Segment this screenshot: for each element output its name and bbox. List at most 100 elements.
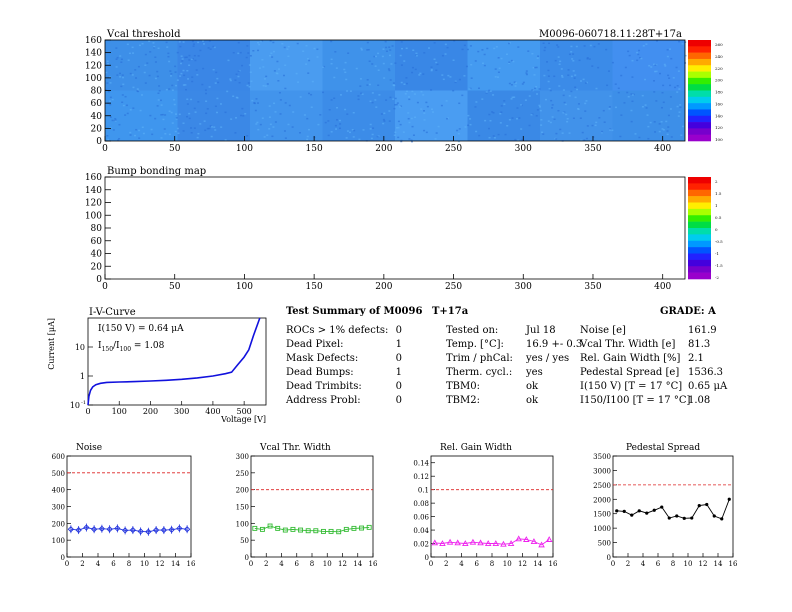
- heatmap-pixel: [515, 117, 518, 120]
- heatmap-pixel: [603, 121, 606, 123]
- heatmap-pixel: [396, 102, 399, 104]
- heatmap-pixel: [412, 49, 415, 51]
- heatmap-pixel: [128, 52, 131, 55]
- heatmap-pixel: [653, 91, 656, 93]
- small-plot-x-tick-label: 6: [475, 560, 480, 568]
- small-plot-x-tick-label: 2: [264, 560, 268, 568]
- small-plot-x-tick-label: 2: [626, 560, 630, 568]
- heatmap-pixel: [544, 98, 547, 101]
- heatmap-pixel: [631, 59, 634, 62]
- heatmap-pixel: [344, 61, 347, 64]
- heatmap-pixel: [119, 76, 122, 78]
- small-plot-point: [652, 508, 656, 512]
- heatmap-pixel: [212, 45, 215, 48]
- heatmap-pixel: [491, 111, 494, 113]
- heatmap-pixel: [583, 45, 586, 47]
- small-plot-point: [637, 509, 641, 513]
- heatmap-pixel: [129, 72, 132, 75]
- heatmap-pixel: [497, 133, 500, 136]
- heatmap-pixel: [497, 71, 500, 74]
- heatmap-pixel: [370, 137, 373, 140]
- heatmap-pixel: [525, 70, 528, 72]
- heatmap-pixel: [158, 89, 161, 92]
- heatmap-pixel: [184, 84, 187, 86]
- heatmap-pixel: [170, 73, 173, 75]
- heatmap-pixel: [193, 107, 196, 110]
- heatmap-pixel: [407, 117, 410, 120]
- heatmap-pixel: [659, 72, 662, 75]
- heatmap-pixel: [426, 105, 429, 108]
- results-label: I150/I100 [T = 17 °C]: [580, 395, 691, 406]
- heatmap-pixel: [124, 114, 127, 116]
- heatmap-pixel: [232, 51, 235, 54]
- bump-map-y-tick-label: 160: [85, 173, 102, 183]
- defects-label: Mask Defects:: [286, 353, 359, 364]
- heatmap-pixel: [605, 48, 608, 51]
- heatmap-pixel: [368, 83, 371, 86]
- small-plot-x-tick-label: 12: [699, 560, 708, 568]
- heatmap-pixel: [662, 84, 665, 87]
- iv-x-axis-label: Voltage [V]: [220, 415, 266, 424]
- heatmap-pixel: [667, 114, 670, 117]
- heatmap-pixel: [540, 124, 543, 126]
- heatmap-pixel: [272, 50, 275, 53]
- heatmap-pixel: [394, 62, 397, 64]
- bump_map-colorbar-swatch: [688, 189, 711, 197]
- heatmap-pixel: [173, 103, 176, 106]
- heatmap-pixel: [122, 83, 125, 86]
- heatmap-x-tick-label: 300: [515, 144, 532, 154]
- heatmap-pixel: [276, 60, 279, 63]
- bump-map-colorbar: 2 1.5 1 0.5 0 -0.5 -1 -1.5 -2: [688, 177, 723, 280]
- heatmap-pixel: [126, 112, 129, 115]
- heatmap-pixel: [150, 128, 153, 131]
- small-plot-series-line: [616, 499, 730, 520]
- heatmap-pixel: [176, 51, 179, 54]
- heatmap-pixel: [246, 84, 249, 87]
- small-plot-y-tick-label: 1500: [593, 511, 611, 519]
- heatmap-pixel: [205, 112, 208, 115]
- bump_map-colorbar-swatch: [688, 266, 711, 273]
- heatmap-pixel: [210, 126, 213, 128]
- heatmap-pixel: [601, 130, 604, 133]
- heatmap-pixel: [260, 40, 263, 43]
- heatmap-pixel: [575, 45, 578, 48]
- heatmap-pixel: [330, 58, 333, 61]
- heatmap-pixel: [251, 99, 254, 102]
- heatmap-pixel: [226, 90, 229, 93]
- heatmap-pixel: [574, 74, 577, 76]
- bump-map-x-tick-label: 150: [306, 282, 323, 292]
- heatmap-pixel: [167, 55, 170, 58]
- heatmap-pixel: [283, 46, 286, 49]
- heatmap-pixel: [196, 136, 199, 139]
- heatmap-pixel: [461, 48, 464, 51]
- heatmap-pixel: [541, 131, 544, 134]
- heatmap-pixel: [288, 104, 291, 107]
- heatmap-pixel: [160, 114, 163, 116]
- heatmap-pixel: [666, 130, 669, 132]
- heatmap-pixel: [335, 67, 338, 69]
- heatmap-pixel: [556, 44, 559, 46]
- heatmap-pixel: [546, 61, 549, 63]
- heatmap-pixel: [374, 55, 377, 58]
- heatmap-pixel: [557, 46, 560, 48]
- heatmap-pixel: [430, 69, 433, 72]
- bump-map-x-tick-label: 350: [584, 282, 601, 292]
- heatmap-pixel: [142, 132, 145, 135]
- tests-label: Tested on:: [446, 325, 499, 336]
- heatmap-pixel: [665, 120, 668, 123]
- heatmap-pixel: [346, 130, 349, 132]
- heatmap-pixel: [404, 93, 407, 95]
- heatmap-pixel: [457, 133, 460, 135]
- heatmap-pixel: [117, 139, 120, 142]
- heatmap-pixel: [385, 50, 388, 53]
- iv-y-tick-label: 1: [80, 372, 85, 381]
- heatmap-pixel: [279, 99, 282, 101]
- heatmap-x-tick-label: 350: [584, 144, 601, 154]
- heatmap-pixel: [366, 49, 369, 51]
- heatmap-pixel: [252, 50, 255, 52]
- small-plot-point: [615, 509, 619, 513]
- heatmap-pixel: [457, 140, 460, 143]
- heatmap-pixel: [190, 58, 193, 61]
- heatmap-pixel: [435, 61, 438, 64]
- heatmap-pixel: [109, 127, 112, 129]
